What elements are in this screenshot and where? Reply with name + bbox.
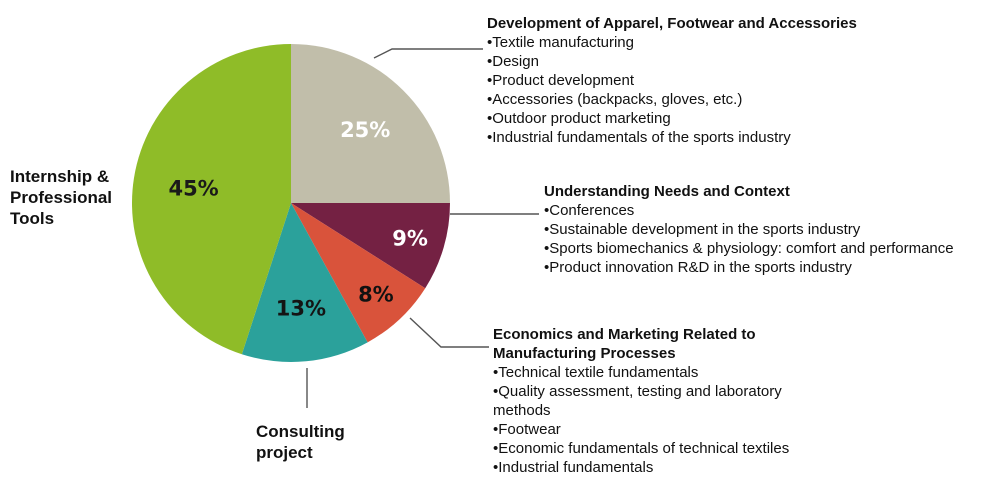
- leader-line-apparel: [373, 48, 483, 59]
- pie-label-needs: 9%: [392, 227, 428, 251]
- pie-label-internship: 45%: [168, 177, 218, 201]
- apparel-item: •Product development: [487, 72, 635, 89]
- econ-item: •Footwear: [493, 421, 561, 438]
- econ-item: •Quality assessment, testing and laborat…: [493, 383, 782, 419]
- econ-item: •Technical textile fundamentals: [493, 364, 699, 381]
- apparel-item: •Industrial fundamentals of the sports i…: [487, 129, 791, 146]
- apparel-title: Development of Apparel, Footwear and Acc…: [487, 15, 857, 32]
- consulting-label: Consulting project: [256, 422, 345, 462]
- econ-title: Economics and Marketing Related to Manuf…: [493, 326, 756, 362]
- needs-item: •Sustainable development in the sports i…: [544, 221, 861, 238]
- apparel-item: •Accessories (backpacks, gloves, etc.): [487, 91, 743, 108]
- apparel-item: •Outdoor product marketing: [487, 110, 671, 127]
- pie-slice-internship: [131, 44, 291, 355]
- internship-label: Internship & Professional Tools: [10, 167, 113, 228]
- apparel-item: •Design: [487, 53, 539, 70]
- pie-label-econ: 8%: [358, 282, 394, 306]
- needs-item: •Conferences: [544, 202, 635, 219]
- pie-slice-consulting: [241, 203, 368, 362]
- econ-item: •Industrial fundamentals: [493, 459, 654, 476]
- needs-item: •Sports biomechanics & physiology: comfo…: [544, 240, 954, 257]
- needs-legend-block: Understanding Needs and Context •Confere…: [544, 182, 954, 277]
- pie-label-apparel: 25%: [340, 118, 390, 142]
- pie-label-consulting: 13%: [276, 297, 326, 321]
- pie-slice-needs: [291, 203, 450, 289]
- leader-line-econ: [409, 317, 489, 348]
- pie-slice-econ: [291, 203, 426, 343]
- needs-item: •Product innovation R&D in the sports in…: [544, 259, 852, 276]
- econ-item: •Economic fundamentals of technical text…: [493, 440, 790, 457]
- needs-title: Understanding Needs and Context: [544, 183, 790, 200]
- apparel-item: •Textile manufacturing: [487, 34, 634, 51]
- econ-legend-block: Economics and Marketing Related to Manuf…: [493, 325, 823, 477]
- apparel-legend-block: Development of Apparel, Footwear and Acc…: [487, 14, 857, 147]
- pie-slice-apparel: [291, 44, 450, 203]
